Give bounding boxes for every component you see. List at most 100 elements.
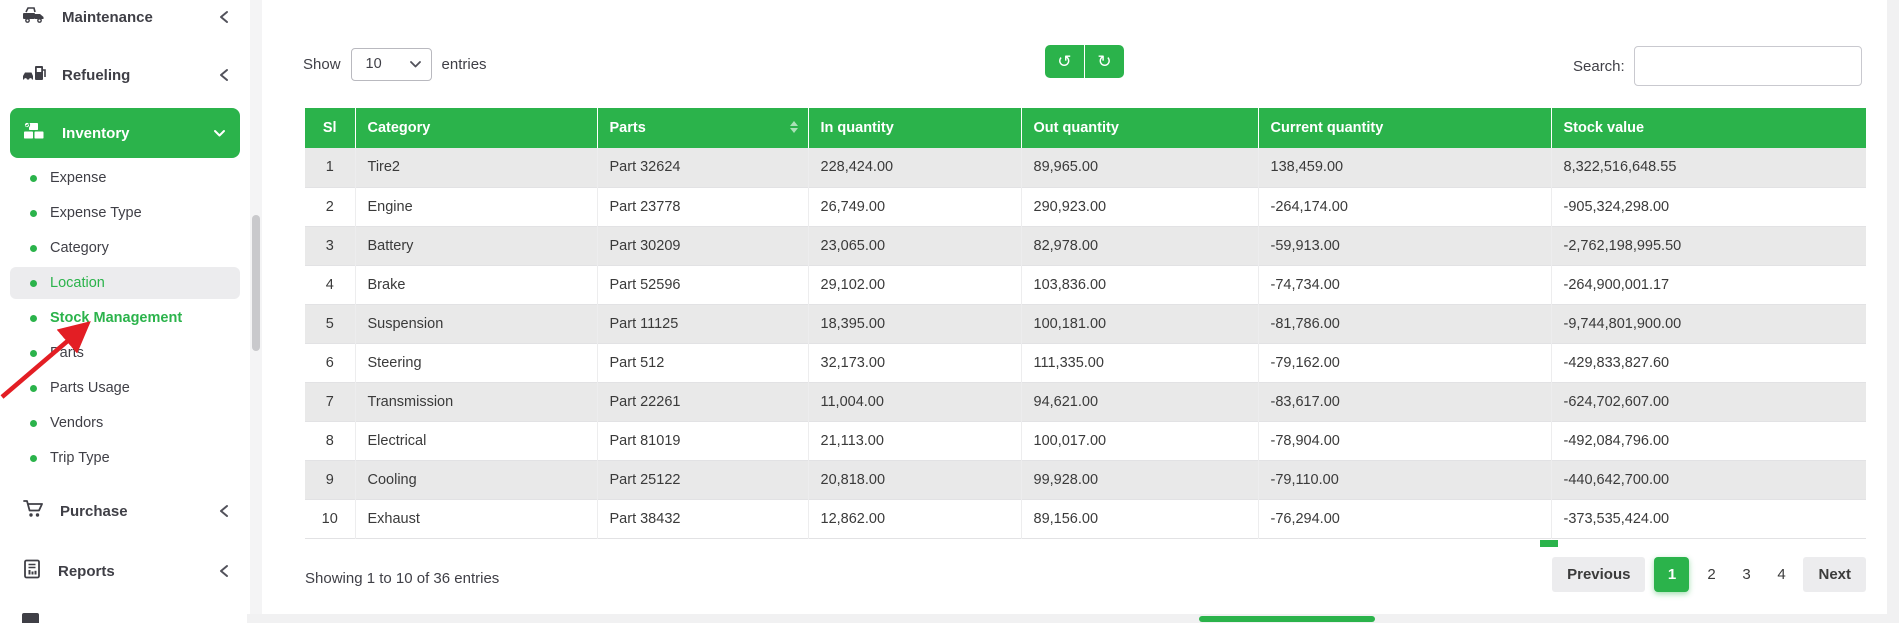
sidebar-subitem-location[interactable]: Location <box>10 267 240 299</box>
sidebar-subitem-parts-usage[interactable]: Parts Usage <box>10 371 240 405</box>
chevron-left-icon <box>218 68 230 82</box>
inventory-boxes-icon <box>22 121 48 146</box>
column-header-stock-value[interactable]: Stock value <box>1550 108 1866 148</box>
cell-stock-value: -429,833,827.60 <box>1550 343 1866 382</box>
cell-stock-value: -440,642,700.00 <box>1550 460 1866 499</box>
sidebar-item-inventory-active[interactable]: Inventory <box>10 108 240 158</box>
page-button-3[interactable]: 3 <box>1742 566 1751 583</box>
cell-out-quantity: 99,928.00 <box>1020 460 1258 499</box>
cell-sl: 2 <box>325 198 334 215</box>
cell-sl: 10 <box>321 510 338 527</box>
page-size-select[interactable]: 10 <box>350 47 432 81</box>
cell-current-quantity: 138,459.00 <box>1257 148 1551 187</box>
cell-in-quantity: 32,173.00 <box>807 343 1021 382</box>
cell-in-quantity: 18,395.00 <box>807 304 1021 343</box>
cell-category: Electrical <box>354 421 597 460</box>
sidebar-item-maintenance[interactable]: Maintenance <box>10 0 240 34</box>
cell-in-quantity: 26,749.00 <box>807 187 1021 226</box>
column-header-current-quantity[interactable]: Current quantity <box>1257 108 1551 148</box>
cell-stock-value: -905,324,298.00 <box>1550 187 1866 226</box>
cell-in-quantity: 12,862.00 <box>807 499 1021 538</box>
cell-current-quantity: -79,110.00 <box>1257 460 1551 499</box>
sidebar-subitem-vendors[interactable]: Vendors <box>10 406 240 440</box>
cell-current-quantity: -59,913.00 <box>1257 226 1551 265</box>
sidebar-item-purchase[interactable]: Purchase <box>10 494 240 528</box>
column-header-parts[interactable]: Parts <box>596 108 808 148</box>
column-header-sl[interactable]: Sl <box>305 108 355 148</box>
cell-out-quantity: 89,156.00 <box>1020 499 1258 538</box>
table-row: 1 Tire2 Part 32624 228,424.00 89,965.00 … <box>305 148 1866 187</box>
cell-sl: 9 <box>325 471 334 488</box>
chevron-down-icon <box>213 129 226 138</box>
cell-parts: Part 25122 <box>596 460 808 499</box>
cell-out-quantity: 290,923.00 <box>1020 187 1258 226</box>
cell-stock-value: -624,702,607.00 <box>1550 382 1866 421</box>
bullet-icon <box>30 314 37 322</box>
cell-parts: Part 32624 <box>596 148 808 187</box>
refresh-button[interactable]: ↻ <box>1085 45 1124 78</box>
cell-parts: Part 38432 <box>596 499 808 538</box>
sidebar-subitem-parts[interactable]: Parts <box>10 336 240 370</box>
table-row: 3 Battery Part 30209 23,065.00 82,978.00… <box>305 226 1866 265</box>
column-header-category[interactable]: Category <box>354 108 597 148</box>
cell-stock-value: -373,535,424.00 <box>1550 499 1866 538</box>
sidebar-subitem-trip-type[interactable]: Trip Type <box>10 441 240 475</box>
previous-page-button[interactable]: Previous <box>1552 557 1646 592</box>
horizontal-scrollbar-thumb[interactable] <box>1199 616 1375 622</box>
sidebar-item-reports[interactable]: Reports <box>10 554 240 588</box>
cell-stock-value: 8,322,516,648.55 <box>1550 148 1866 187</box>
sidebar-subitem-expense[interactable]: Expense <box>10 161 240 195</box>
sidebar-subitem-stock-management[interactable]: Stock Management <box>10 301 240 335</box>
cell-parts: Part 81019 <box>596 421 808 460</box>
sidebar-scrollbar-thumb[interactable] <box>252 215 260 351</box>
table-action-buttons: ↺ ↻ <box>1045 45 1124 78</box>
cell-category: Brake <box>354 265 597 304</box>
sidebar-subitem-expense-type[interactable]: Expense Type <box>10 196 240 230</box>
cell-out-quantity: 111,335.00 <box>1020 343 1258 382</box>
cell-parts: Part 30209 <box>596 226 808 265</box>
cell-current-quantity: -78,904.00 <box>1257 421 1551 460</box>
cell-current-quantity: -79,162.00 <box>1257 343 1551 382</box>
sidebar-item-refueling[interactable]: Refueling <box>10 58 240 92</box>
search-input[interactable] <box>1633 46 1862 86</box>
cell-in-quantity: 11,004.00 <box>807 382 1021 421</box>
reset-button[interactable]: ↺ <box>1045 45 1084 78</box>
vertical-scrollbar-track[interactable] <box>1887 0 1899 623</box>
horizontal-scrollbar-track[interactable] <box>247 614 1887 623</box>
page-button-4[interactable]: 4 <box>1777 566 1786 583</box>
sort-icon <box>789 121 798 133</box>
cell-in-quantity: 21,113.00 <box>807 421 1021 460</box>
page-button-1[interactable]: 1 <box>1654 557 1690 592</box>
cell-category: Exhaust <box>354 499 597 538</box>
sidebar-subitem-category[interactable]: Category <box>10 231 240 265</box>
cell-current-quantity: -74,734.00 <box>1257 265 1551 304</box>
sidebar-item-label: Purchase <box>60 502 128 520</box>
table-row: 4 Brake Part 52596 29,102.00 103,836.00 … <box>305 265 1866 304</box>
cell-sl: 1 <box>325 159 334 176</box>
cell-parts: Part 11125 <box>596 304 808 343</box>
cell-parts: Part 22261 <box>596 382 808 421</box>
bullet-icon <box>30 349 37 357</box>
chevron-left-icon <box>218 504 230 518</box>
chevron-down-icon <box>409 60 421 68</box>
column-header-out-quantity[interactable]: Out quantity <box>1020 108 1258 148</box>
shopping-cart-icon <box>22 499 46 523</box>
table-header: Sl Category Parts In quantity Out quanti… <box>305 108 1866 148</box>
entries-label: entries <box>441 55 487 73</box>
pagination: Previous 1 2 3 4 Next <box>1546 557 1866 592</box>
table-row: 2 Engine Part 23778 26,749.00 290,923.00… <box>305 187 1866 226</box>
page-button-2[interactable]: 2 <box>1707 566 1716 583</box>
sidebar-item-label: Refueling <box>62 66 131 84</box>
cell-out-quantity: 103,836.00 <box>1020 265 1258 304</box>
table-row: 7 Transmission Part 22261 11,004.00 94,6… <box>305 382 1866 421</box>
chevron-left-icon <box>218 564 230 578</box>
column-header-in-quantity[interactable]: In quantity <box>807 108 1021 148</box>
bullet-icon <box>30 454 37 462</box>
cell-sl: 3 <box>325 237 334 254</box>
next-page-button[interactable]: Next <box>1803 557 1866 592</box>
cell-parts: Part 512 <box>596 343 808 382</box>
cell-current-quantity: -76,294.00 <box>1257 499 1551 538</box>
cell-sl: 6 <box>325 354 334 371</box>
bullet-icon <box>30 209 37 217</box>
cell-out-quantity: 100,017.00 <box>1020 421 1258 460</box>
